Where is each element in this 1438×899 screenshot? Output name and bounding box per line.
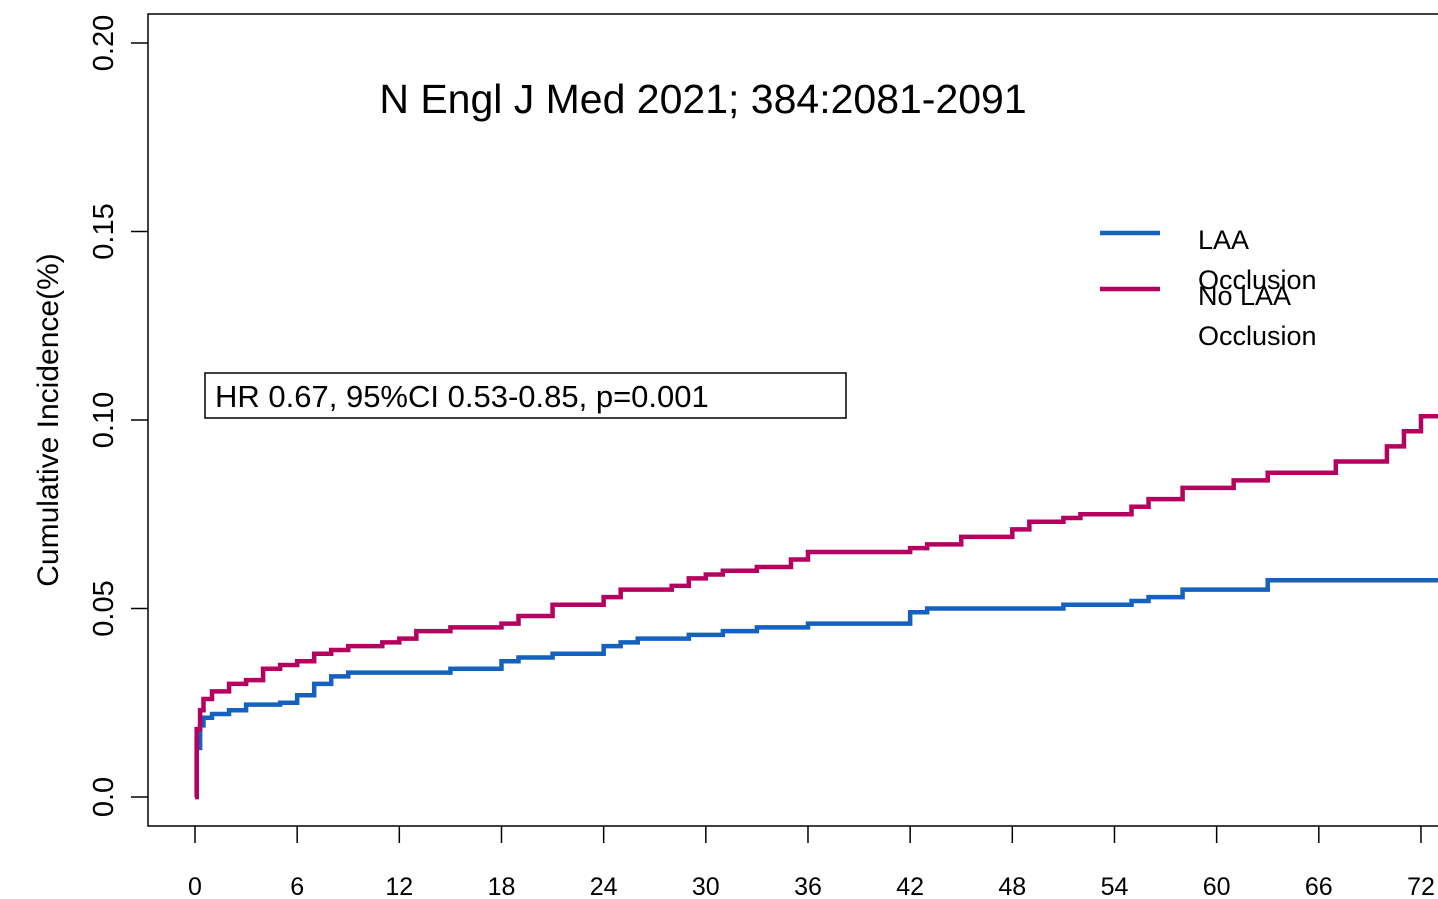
x-tick-label: 6 (290, 873, 304, 899)
x-tick-label: 12 (385, 873, 413, 899)
x-tick-label: 72 (1407, 873, 1435, 899)
hr-box (204, 372, 847, 419)
x-tick-label: 30 (692, 873, 720, 899)
x-tick-label: 36 (794, 873, 822, 899)
y-tick-label: 0.10 (88, 392, 120, 448)
legend-label: No LAA Occlusion (1198, 281, 1317, 351)
x-tick-label: 54 (1101, 873, 1129, 899)
x-tick-label: 60 (1203, 873, 1231, 899)
y-axis-label: Cumulative Incidence(%) (32, 253, 65, 586)
legend-label: LAA Occlusion (1198, 225, 1317, 295)
x-tick-label: 66 (1305, 873, 1333, 899)
x-tick-label: 48 (998, 873, 1026, 899)
citation: N Engl J Med 2021; 384:2081-2091 (379, 76, 1026, 122)
y-tick-label: 0.0 (88, 777, 120, 817)
x-tick-label: 0 (188, 873, 202, 899)
x-tick-label: 24 (590, 873, 618, 899)
hr-text: HR 0.67, 95%CI 0.53-0.85, p=0.001 (215, 379, 709, 414)
y-tick-label: 0.05 (88, 580, 120, 636)
x-tick-label: 42 (896, 873, 924, 899)
y-tick-label: 0.15 (88, 203, 120, 259)
plot-frame (147, 13, 1438, 827)
y-tick-label: 0.20 (88, 15, 120, 71)
x-tick-label: 18 (488, 873, 516, 899)
series-line (194, 413, 1438, 800)
series-line (194, 577, 1438, 800)
